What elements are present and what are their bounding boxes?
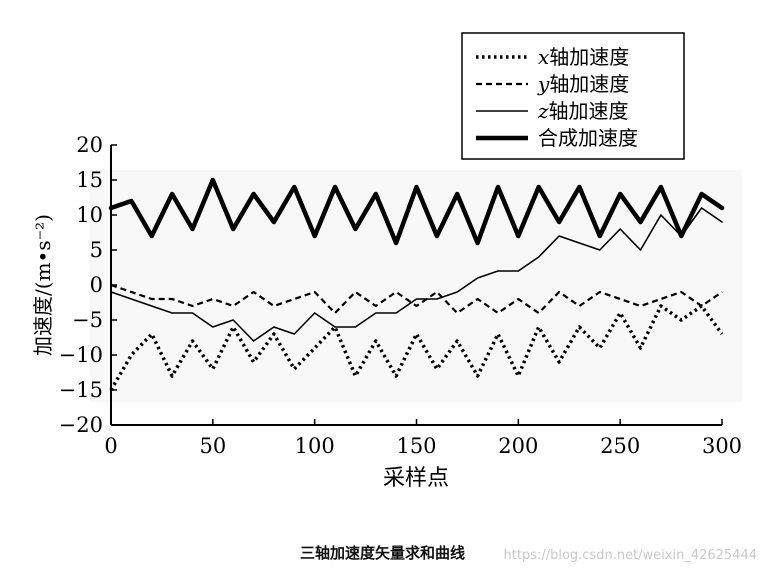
y-tick-label: 15 — [76, 168, 103, 192]
y-tick-label: −10 — [59, 343, 103, 367]
x-tick-label: 100 — [295, 434, 335, 458]
y-tick-label: −15 — [59, 378, 103, 402]
legend-label-3: 合成加速度 — [538, 126, 638, 150]
series-line-1 — [110, 283, 723, 315]
series-line-2 — [110, 207, 723, 342]
plot-background — [90, 170, 742, 402]
y-tick-label: 20 — [76, 133, 103, 157]
y-tick-label: 10 — [76, 203, 103, 227]
x-tick-label: 300 — [702, 434, 742, 458]
figure-caption: 三轴加速度矢量求和曲线 — [299, 544, 465, 562]
watermark: https://blog.csdn.net/weixin_42625444 — [503, 548, 757, 563]
legend-label-1: y轴加速度 — [537, 72, 629, 96]
legend-name: 轴加速度 — [549, 72, 629, 96]
x-tick-label: 250 — [600, 434, 640, 458]
legend-name: 轴加速度 — [549, 99, 629, 123]
x-axis-label: 采样点 — [383, 466, 449, 491]
y-tick-label: 0 — [90, 273, 103, 297]
legend-name: 合成加速度 — [538, 126, 638, 150]
x-tick-label: 200 — [498, 434, 538, 458]
legend-axis-letter: x — [538, 45, 549, 69]
series-line-3 — [108, 177, 725, 246]
y-tick-label: −20 — [59, 413, 103, 437]
y-tick-label: −5 — [72, 308, 103, 332]
legend-label-0: x轴加速度 — [538, 45, 629, 69]
legend-axis-letter: y — [537, 72, 550, 96]
x-tick-label: 0 — [104, 434, 117, 458]
y-ticks: 20 15 10 5 0 −5 −10 −15 −20 — [59, 133, 117, 437]
legend-name: 轴加速度 — [549, 45, 629, 69]
x-ticks: 0 50 100 150 200 250 300 — [104, 419, 742, 458]
x-tick-label: 50 — [199, 434, 226, 458]
legend-axis-letter: z — [537, 99, 549, 123]
legend-label-2: z轴加速度 — [537, 99, 629, 123]
y-tick-label: 5 — [90, 238, 103, 262]
series-layer — [108, 177, 725, 391]
x-tick-label: 150 — [396, 434, 436, 458]
y-axis-label: 加速度/(m•s⁻²) — [31, 214, 55, 356]
